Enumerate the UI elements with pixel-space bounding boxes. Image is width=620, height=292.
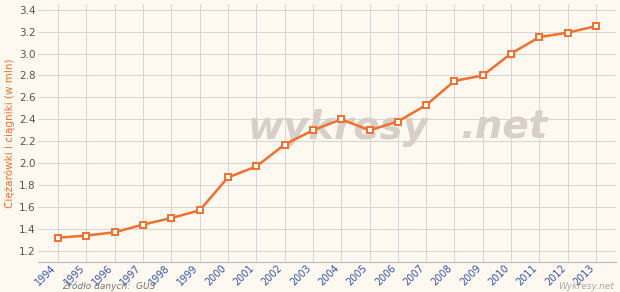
Text: Wykresy.net: Wykresy.net: [558, 281, 614, 291]
Y-axis label: Ciężarówki i ciągniki (w mln): Ciężarówki i ciągniki (w mln): [4, 58, 15, 208]
Text: wykresy: wykresy: [248, 109, 429, 147]
Text: Źródło danych:  GUS: Źródło danych: GUS: [62, 280, 156, 291]
Text: .net: .net: [460, 109, 547, 147]
